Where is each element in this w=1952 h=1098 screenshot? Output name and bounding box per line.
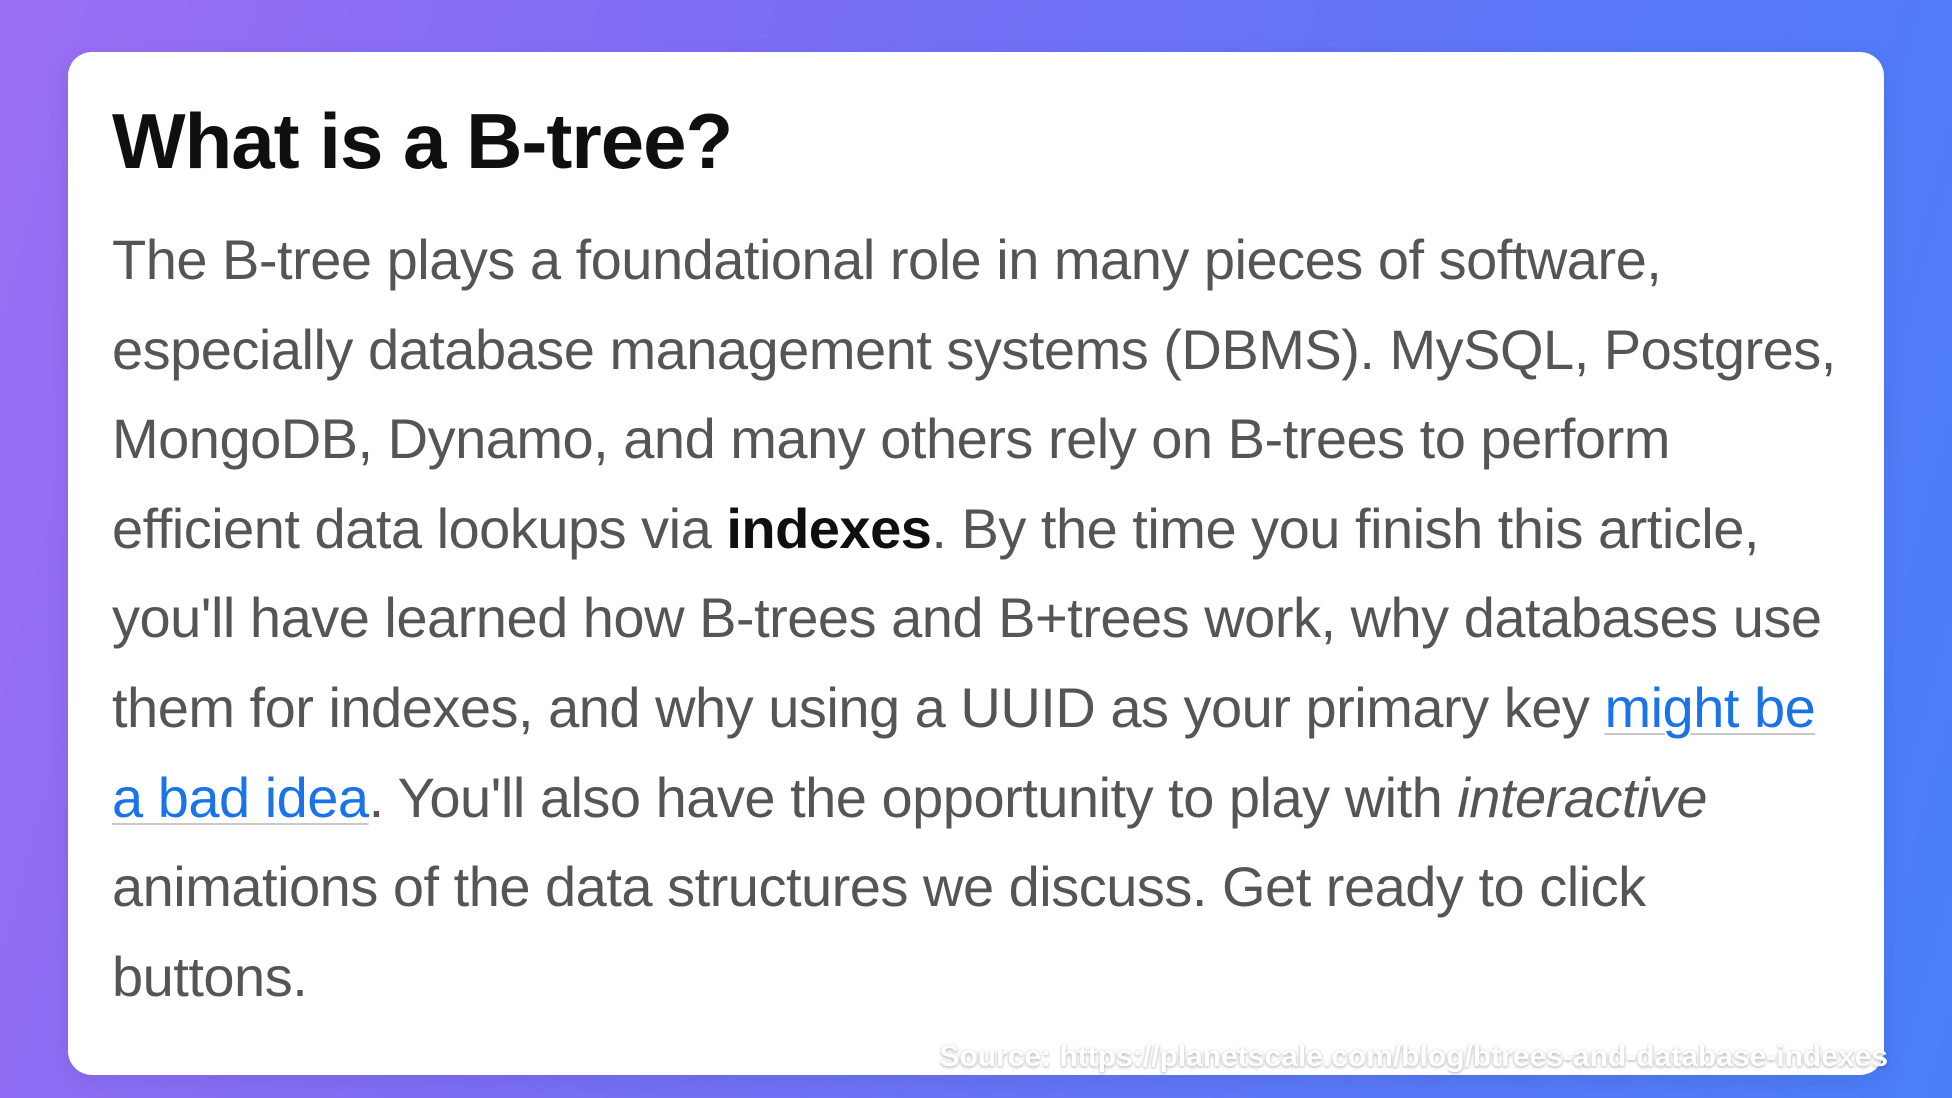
- text-segment: animations of the data structures we dis…: [112, 855, 1646, 1008]
- article-paragraph: The B-tree plays a foundational role in …: [112, 215, 1840, 1021]
- bold-indexes: indexes: [726, 497, 931, 560]
- article-title: What is a B-tree?: [112, 96, 1840, 187]
- content-card: What is a B-tree? The B-tree plays a fou…: [68, 52, 1884, 1075]
- text-segment: . You'll also have the opportunity to pl…: [369, 766, 1458, 829]
- source-attribution: Source: https://planetscale.com/blog/btr…: [939, 1040, 1888, 1074]
- italic-interactive: interactive: [1457, 766, 1707, 829]
